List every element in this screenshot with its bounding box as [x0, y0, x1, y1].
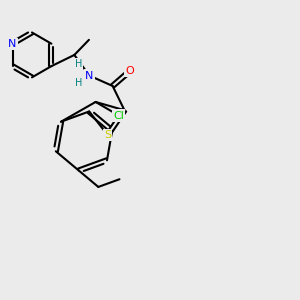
Text: S: S — [104, 130, 111, 140]
Text: H: H — [75, 59, 82, 69]
Text: H: H — [75, 78, 82, 88]
Text: O: O — [125, 66, 134, 76]
Text: N: N — [85, 70, 94, 81]
Text: Cl: Cl — [113, 111, 124, 121]
Text: N: N — [8, 39, 17, 49]
